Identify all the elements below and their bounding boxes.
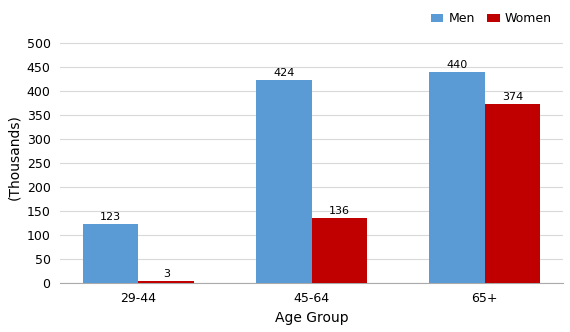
Text: 424: 424 xyxy=(273,68,295,78)
Bar xyxy=(139,281,194,283)
Text: 123: 123 xyxy=(100,212,121,222)
Bar xyxy=(485,104,540,283)
Bar xyxy=(83,224,139,283)
Y-axis label: (Thousands): (Thousands) xyxy=(7,114,21,200)
Bar xyxy=(429,72,485,283)
X-axis label: Age Group: Age Group xyxy=(275,311,348,325)
Bar xyxy=(312,218,367,283)
Legend: Men, Women: Men, Women xyxy=(426,7,557,31)
Text: 440: 440 xyxy=(446,60,468,70)
Text: 3: 3 xyxy=(162,270,170,280)
Text: 374: 374 xyxy=(502,92,523,102)
Text: 136: 136 xyxy=(329,206,350,216)
Bar xyxy=(256,80,312,283)
